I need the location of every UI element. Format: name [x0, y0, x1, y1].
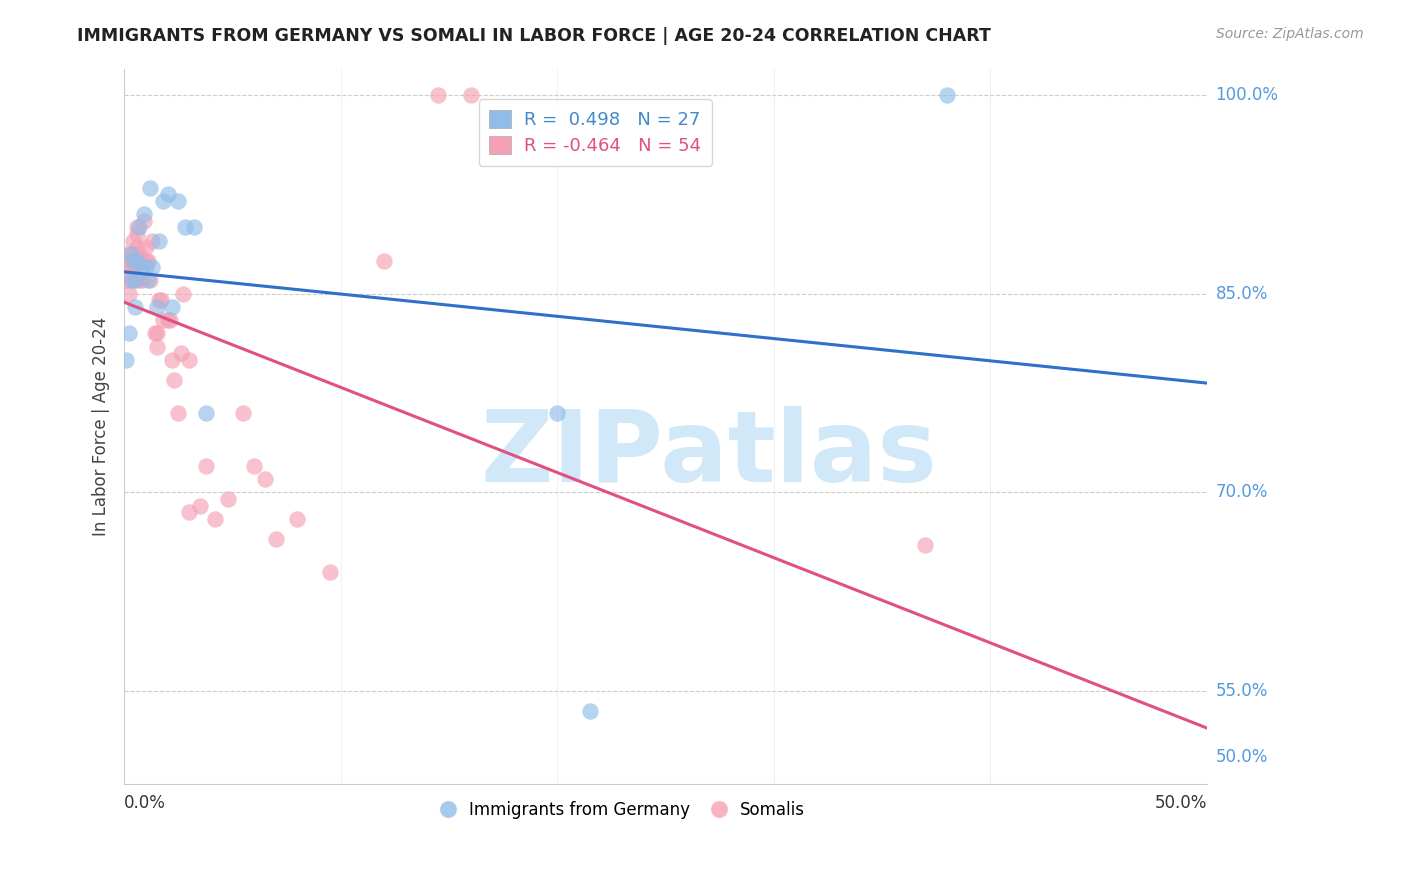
Point	[122, 260, 145, 275]
Point	[150, 293, 173, 308]
Point	[117, 326, 139, 341]
Point	[124, 273, 146, 287]
Text: 55.0%: 55.0%	[1215, 682, 1268, 700]
Point	[217, 491, 239, 506]
Point	[131, 273, 153, 287]
Y-axis label: In Labor Force | Age 20-24: In Labor Force | Age 20-24	[93, 317, 110, 536]
Point	[131, 253, 153, 268]
Point	[120, 253, 142, 268]
Point	[132, 207, 155, 221]
Text: 0.0%: 0.0%	[124, 795, 166, 813]
Point	[145, 340, 167, 354]
Point	[127, 240, 149, 254]
Point	[120, 273, 142, 287]
Point	[167, 194, 190, 208]
Point	[115, 273, 138, 287]
Point	[1045, 792, 1067, 806]
Point	[460, 88, 482, 103]
Point	[163, 373, 186, 387]
Point	[156, 313, 179, 327]
Text: 50.0%: 50.0%	[1154, 795, 1206, 813]
Point	[914, 538, 936, 552]
Point	[117, 286, 139, 301]
Point	[152, 313, 174, 327]
Point	[139, 273, 162, 287]
Point	[173, 220, 195, 235]
Legend: Immigrants from Germany, Somalis: Immigrants from Germany, Somalis	[433, 794, 811, 825]
Text: 100.0%: 100.0%	[1215, 86, 1278, 104]
Point	[936, 88, 959, 103]
Text: 50.0%: 50.0%	[1215, 748, 1268, 766]
Point	[127, 253, 149, 268]
Point	[124, 260, 146, 275]
Point	[120, 247, 142, 261]
Point	[169, 346, 191, 360]
Point	[195, 458, 218, 473]
Point	[120, 273, 142, 287]
Point	[204, 512, 226, 526]
Point	[122, 253, 145, 268]
Point	[373, 253, 395, 268]
Point	[132, 214, 155, 228]
Point	[143, 326, 166, 341]
Point	[127, 220, 149, 235]
Point	[122, 234, 145, 248]
Text: 85.0%: 85.0%	[1215, 285, 1268, 302]
Point	[136, 273, 159, 287]
Point	[136, 253, 159, 268]
Point	[135, 240, 157, 254]
Point	[179, 505, 201, 519]
Point	[115, 247, 138, 261]
Point	[160, 300, 183, 314]
Point	[135, 260, 157, 275]
Point	[264, 532, 287, 546]
Point	[287, 512, 309, 526]
Point	[124, 273, 146, 287]
Point	[188, 499, 211, 513]
Point	[546, 406, 568, 420]
Point	[135, 253, 157, 268]
Point	[128, 273, 150, 287]
Point	[156, 187, 179, 202]
Point	[148, 234, 170, 248]
Point	[578, 704, 600, 718]
Text: 70.0%: 70.0%	[1215, 483, 1268, 501]
Point	[152, 194, 174, 208]
Point	[160, 352, 183, 367]
Point	[141, 260, 163, 275]
Point	[172, 286, 194, 301]
Text: Source: ZipAtlas.com: Source: ZipAtlas.com	[1216, 27, 1364, 41]
Point	[319, 565, 342, 579]
Text: IMMIGRANTS FROM GERMANY VS SOMALI IN LABOR FORCE | AGE 20-24 CORRELATION CHART: IMMIGRANTS FROM GERMANY VS SOMALI IN LAB…	[77, 27, 991, 45]
Point	[131, 260, 153, 275]
Point	[183, 220, 205, 235]
Point	[195, 406, 218, 420]
Point	[145, 326, 167, 341]
Point	[427, 88, 450, 103]
Point	[232, 406, 254, 420]
Point	[128, 247, 150, 261]
Point	[124, 300, 146, 314]
Point	[179, 352, 201, 367]
Point	[127, 227, 149, 241]
Point	[243, 458, 266, 473]
Point	[141, 234, 163, 248]
Text: ZIPatlas: ZIPatlas	[481, 406, 938, 503]
Point	[115, 352, 138, 367]
Point	[253, 472, 276, 486]
Point	[139, 180, 162, 194]
Point	[159, 313, 181, 327]
Point	[120, 247, 142, 261]
Point	[167, 406, 190, 420]
Point	[128, 220, 150, 235]
Point	[148, 293, 170, 308]
Point	[117, 260, 139, 275]
Point	[145, 300, 167, 314]
